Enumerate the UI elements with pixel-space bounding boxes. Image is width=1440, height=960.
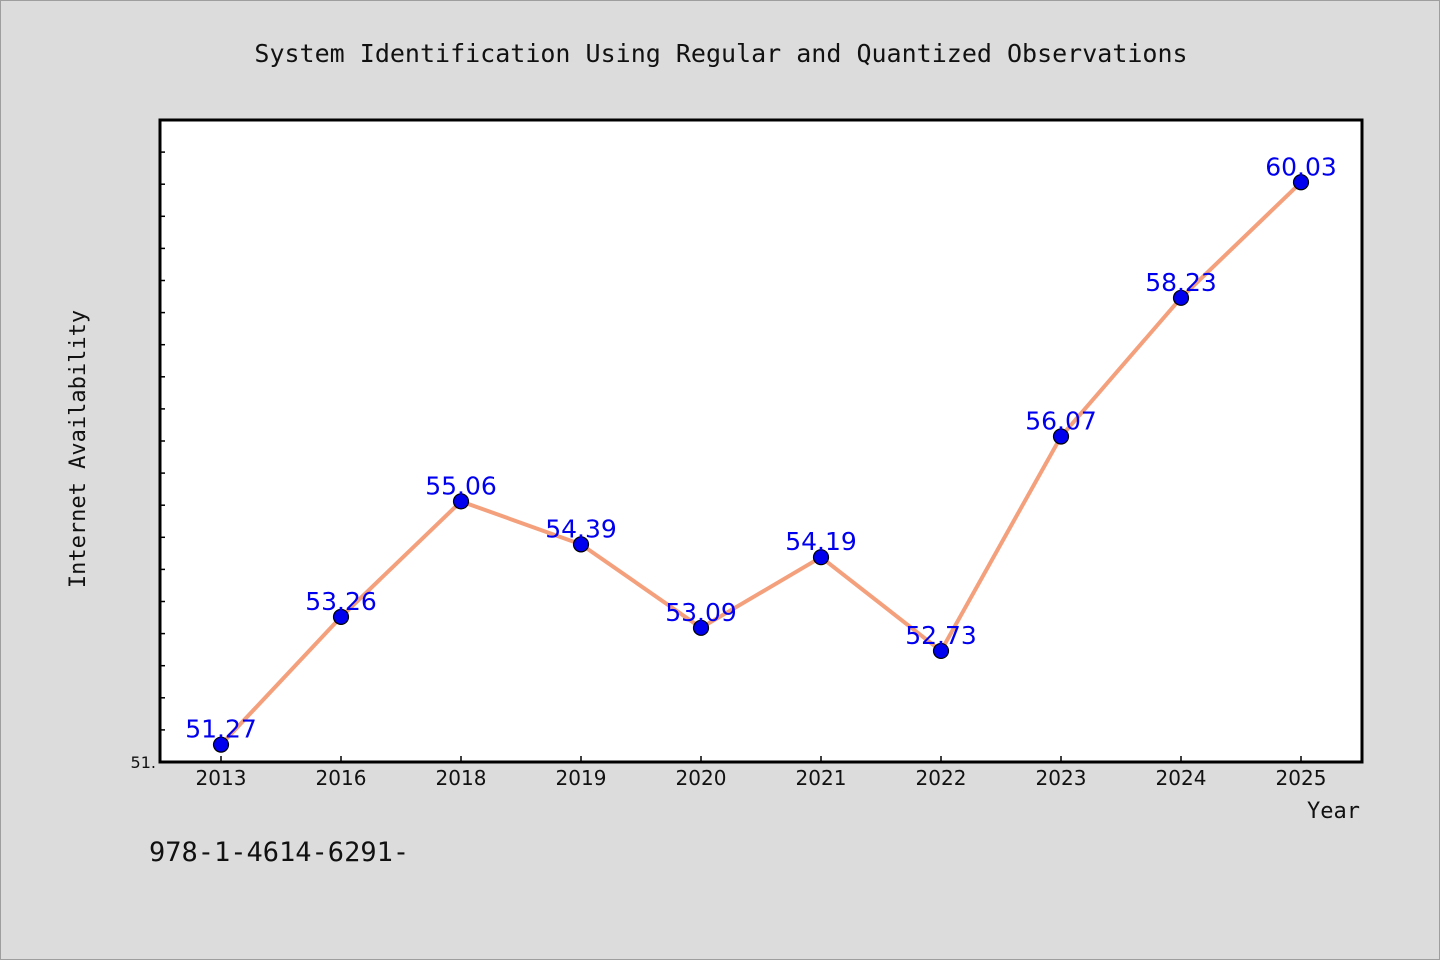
- x-axis-tick-labels: 2013 2016 2018 2019 2020 2021 2022 2023 2024 2025: [196, 766, 1327, 790]
- x-tick-label: 2018: [436, 766, 487, 790]
- x-tick-label: 2022: [916, 766, 967, 790]
- y-axis-ticks: [160, 119, 165, 763]
- data-label: 60.03: [1265, 152, 1337, 181]
- data-labels-group: 51.27 53.26 55.06 54.39 53.09 54.19 52.73 56.07…: [185, 152, 1337, 743]
- y-axis-title: Internet Availability: [66, 310, 91, 588]
- series-line: [219, 180, 1303, 747]
- series-markers-group: [212, 174, 1310, 753]
- data-point: [1172, 289, 1190, 306]
- x-tick-label: 2024: [1156, 766, 1207, 790]
- data-point: [332, 608, 350, 626]
- x-tick-label: 2021: [796, 766, 847, 790]
- y-tick-label: 51.: [131, 753, 156, 772]
- x-tick-label: 2025: [1276, 766, 1327, 790]
- footer-text: 978-1-4614-6291-: [149, 837, 410, 868]
- data-point: [692, 619, 710, 636]
- data-label: 51.27: [185, 715, 257, 744]
- x-tick-label: 2023: [1036, 766, 1087, 790]
- data-label: 58.23: [1145, 268, 1217, 297]
- data-point: [932, 642, 950, 660]
- data-label: 53.26: [305, 587, 377, 616]
- x-axis-title: Year: [1307, 799, 1360, 824]
- data-label: 54.39: [545, 514, 617, 543]
- plot-area: [158, 118, 1364, 764]
- data-label: 55.06: [425, 471, 497, 500]
- y-axis-tick-labels: 51.: [131, 753, 156, 772]
- x-tick-label: 2013: [196, 766, 247, 790]
- data-point: [212, 736, 230, 753]
- x-tick-label: 2016: [316, 766, 367, 790]
- data-label: 54.19: [785, 527, 857, 556]
- x-tick-label: 2020: [676, 766, 727, 790]
- data-point: [1052, 428, 1070, 445]
- data-label: 56.07: [1025, 407, 1097, 436]
- data-point: [812, 549, 830, 566]
- series-line-group: [219, 180, 1303, 747]
- chart-title: System Identification Using Regular and …: [254, 39, 1187, 68]
- x-axis-ticks: [220, 756, 1302, 762]
- data-label: 53.09: [665, 598, 737, 627]
- data-point: [1292, 174, 1310, 191]
- x-tick-label: 2019: [556, 766, 607, 790]
- data-point: [452, 493, 470, 510]
- data-label: 52.73: [905, 621, 977, 650]
- data-point: [572, 536, 590, 553]
